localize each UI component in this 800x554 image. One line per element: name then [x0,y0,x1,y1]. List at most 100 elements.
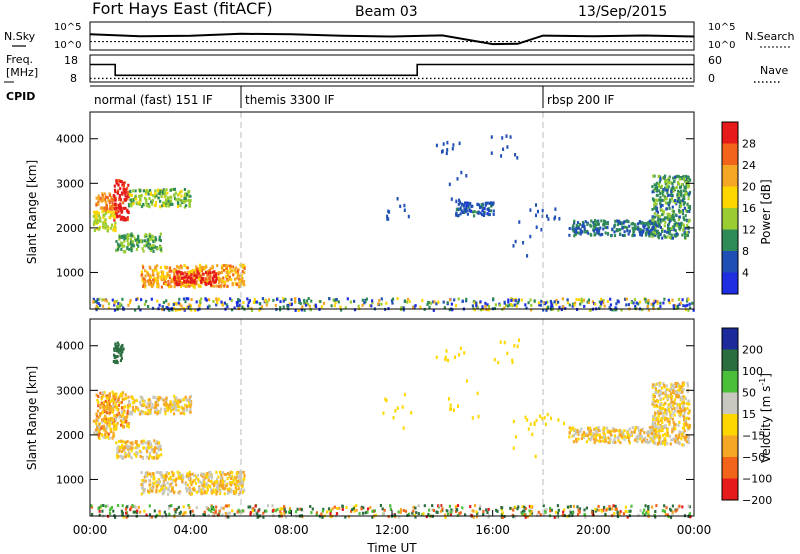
data-cell [687,435,691,439]
data-cell [659,220,662,224]
data-cell [428,301,431,305]
data-cell [688,409,691,413]
data-cell [242,479,245,483]
data-cell [383,508,386,512]
data-cell [499,340,502,344]
data-cell [608,505,611,509]
data-cell [587,301,590,304]
data-cell [457,214,460,218]
data-cell [104,200,107,204]
data-cell [393,513,396,517]
data-cell [151,202,154,206]
data-cell [126,505,129,509]
data-cell [479,300,482,304]
data-cell [239,263,242,267]
data-cell [173,269,176,273]
data-cell [203,510,206,514]
data-cell [102,406,105,409]
data-cell [94,217,97,221]
data-cell [657,427,660,431]
data-cell [146,450,149,454]
data-cell [114,344,117,348]
data-cell [656,434,659,438]
data-cell [102,504,105,507]
data-cell [99,403,102,407]
data-cell [506,351,509,356]
data-cell [131,395,134,399]
data-cell [254,504,257,508]
data-cell [171,481,174,485]
data-cell [99,303,102,307]
data-cell [537,510,540,514]
data-cell [647,441,650,445]
data-cell [207,273,210,277]
data-cell [476,202,479,206]
data-cell [120,247,123,251]
data-cell [215,480,218,484]
data-cell [557,308,560,312]
data-cell [666,394,669,398]
data-cell [649,219,652,223]
power-colorbar-tick-label: 16 [742,202,756,215]
data-cell [140,492,143,496]
data-cell [106,434,110,438]
data-cell [134,194,137,198]
data-cell [662,301,665,305]
data-cell [134,446,137,450]
data-cell [351,508,354,512]
data-cell [471,210,475,214]
data-cell [108,392,111,396]
data-cell [220,506,223,510]
data-cell [112,360,115,363]
data-cell [165,266,168,269]
cpid-segment-label: themis 3300 IF [245,93,335,107]
data-cell [160,471,163,475]
data-cell [189,194,192,198]
data-cell [484,301,487,305]
data-cell [647,299,650,302]
data-cell [189,481,192,485]
data-cell [172,412,176,416]
data-cell [141,482,144,486]
data-cell [117,242,120,246]
data-cell [99,196,102,200]
data-cell [115,423,118,427]
data-cell [670,190,673,194]
data-cell [185,406,188,410]
data-cell [141,273,144,277]
data-cell [688,402,691,406]
data-cell [95,418,98,422]
data-cell [212,300,215,303]
velocity-panel-background [90,319,694,516]
data-cell [146,473,149,477]
data-cell [114,196,117,200]
data-cell [107,432,111,436]
data-cell [140,239,143,243]
data-cell [147,441,150,445]
data-cell [561,513,564,517]
data-cell [562,510,565,514]
data-cell [604,231,607,235]
data-cell [162,281,166,285]
data-cell [542,308,545,312]
data-cell [232,480,235,484]
data-cell [644,223,647,227]
data-cell [310,299,313,303]
data-cell [688,505,691,509]
data-cell [121,243,124,247]
data-cell [222,506,225,510]
data-cell [107,436,110,440]
data-cell [381,507,384,511]
data-cell [116,406,119,409]
data-cell [282,299,285,303]
data-cell [550,304,553,307]
data-cell [127,236,130,240]
data-cell [157,478,160,481]
data-cell [170,403,173,407]
data-cell [147,192,150,196]
data-cell [685,418,688,422]
data-cell [664,418,667,422]
data-cell [209,280,212,284]
data-cell [117,445,120,449]
data-cell [212,508,215,511]
